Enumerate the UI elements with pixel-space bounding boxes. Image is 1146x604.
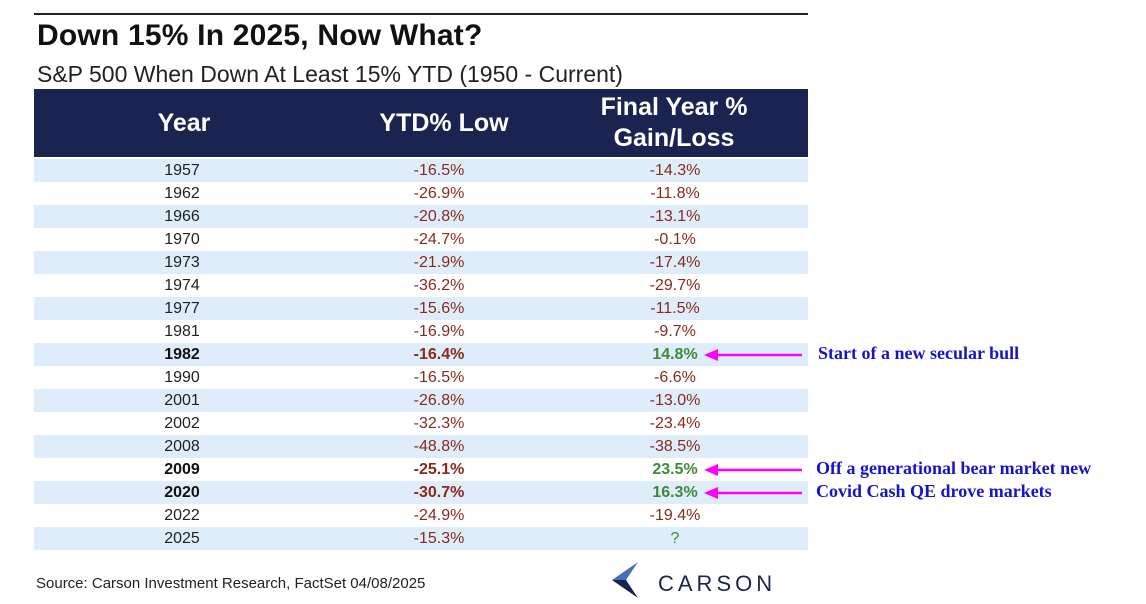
cell-year: 1990 xyxy=(164,369,200,386)
source-note: Source: Carson Investment Research, Fact… xyxy=(36,575,426,592)
cell-year: 2020 xyxy=(164,484,200,501)
table-header: Year YTD% Low Final Year % Gain/Loss xyxy=(34,89,808,157)
header-final-line-1: Final Year % xyxy=(600,93,748,121)
table-row: 1966 -20.8% -13.1% xyxy=(34,205,808,228)
cell-ytd-low: -16.5% xyxy=(413,369,465,386)
header-final-year: Final Year % Gain/Loss xyxy=(524,89,824,157)
cell-ytd-low: -16.9% xyxy=(413,323,465,340)
cell-final-year: 16.3% xyxy=(652,484,698,501)
cell-year: 1966 xyxy=(164,208,200,225)
cell-final-year: -17.4% xyxy=(649,254,701,271)
table-row: 1977 -15.6% -11.5% xyxy=(34,297,808,320)
header-ytd-low: YTD% Low xyxy=(379,108,509,137)
annotation-arrow-icon xyxy=(704,486,802,499)
cell-final-year: -38.5% xyxy=(649,438,701,455)
cell-ytd-low: -26.9% xyxy=(413,185,465,202)
carson-logo-icon xyxy=(612,562,638,598)
annotation-text: Start of a new secular bull xyxy=(818,342,1020,363)
cell-ytd-low: -24.7% xyxy=(413,231,465,248)
cell-final-year: -9.7% xyxy=(654,323,696,340)
cell-final-year: -23.4% xyxy=(649,415,701,432)
table-row: 1981 -16.9% -9.7% xyxy=(34,320,808,343)
table-row: 1982 -16.4% 14.8% xyxy=(34,343,808,366)
cell-year: 1973 xyxy=(164,254,200,271)
cell-year: 1981 xyxy=(164,323,200,340)
table-row: 2022 -24.9% -19.4% xyxy=(34,504,808,527)
table-body: 1957 -16.5% -14.3% 1962 -26.9% -11.8% 1966 -20.… xyxy=(34,159,808,550)
cell-year: 1982 xyxy=(164,346,200,363)
chart-card: Down 15% In 2025, Now What? S&P 500 When… xyxy=(34,13,808,599)
cell-final-year: -11.5% xyxy=(650,300,700,317)
table-row: 2009 -25.1% 23.5% xyxy=(34,458,808,481)
annotation-arrow-icon xyxy=(704,463,802,476)
cell-final-year: -14.3% xyxy=(649,162,701,179)
table-row: 2020 -30.7% 16.3% xyxy=(34,481,808,504)
cell-ytd-low: -36.2% xyxy=(413,277,465,294)
table-row: 2001 -26.8% -13.0% xyxy=(34,389,808,412)
cell-ytd-low: -15.3% xyxy=(413,530,465,547)
cell-final-year: -19.4% xyxy=(649,507,701,524)
chart-subtitle: S&P 500 When Down At Least 15% YTD (1950… xyxy=(37,61,623,87)
cell-year: 2025 xyxy=(164,530,200,547)
cell-ytd-low: -15.6% xyxy=(413,300,465,317)
cell-final-year: -13.0% xyxy=(649,392,701,409)
cell-year: 2002 xyxy=(164,415,200,432)
header-year: Year xyxy=(157,108,211,137)
cell-ytd-low: -30.7% xyxy=(413,484,465,501)
header-final-line-2: Gain/Loss xyxy=(613,124,735,152)
table-row: 2002 -32.3% -23.4% xyxy=(34,412,808,435)
cell-ytd-low: -32.3% xyxy=(413,415,465,432)
annotation-text: Covid Cash QE drove markets xyxy=(816,480,1052,501)
cell-ytd-low: -16.4% xyxy=(413,346,465,363)
cell-final-year: 14.8% xyxy=(652,346,698,363)
top-rule xyxy=(34,13,808,15)
cell-final-year: -29.7% xyxy=(649,277,701,294)
table-row: 2008 -48.8% -38.5% xyxy=(34,435,808,458)
cell-final-year: -11.8% xyxy=(650,185,700,202)
cell-ytd-low: -25.1% xyxy=(413,461,465,478)
cell-year: 1977 xyxy=(164,300,200,317)
table-row: 2025 -15.3%? xyxy=(34,527,808,550)
table-row: 1974 -36.2% -29.7% xyxy=(34,274,808,297)
cell-ytd-low: -21.9% xyxy=(413,254,465,271)
cell-year: 1970 xyxy=(164,231,200,248)
cell-ytd-low: -16.5% xyxy=(413,162,465,179)
cell-final-year: -0.1% xyxy=(654,231,696,248)
cell-year: 2022 xyxy=(164,507,200,524)
table-row: 1962 -26.9% -11.8% xyxy=(34,182,808,205)
cell-ytd-low: -48.8% xyxy=(413,438,465,455)
cell-year: 2009 xyxy=(164,461,200,478)
table-row: 1973 -21.9% -17.4% xyxy=(34,251,808,274)
table-row: 1990 -16.5% -6.6% xyxy=(34,366,808,389)
cell-year: 1957 xyxy=(164,162,200,179)
annotation-text: Off a generational bear market new xyxy=(816,457,1092,478)
cell-ytd-low: -24.9% xyxy=(413,507,465,524)
cell-year: 2001 xyxy=(164,392,200,409)
cell-year: 1974 xyxy=(164,277,200,294)
cell-year: 1962 xyxy=(164,185,200,202)
table-row: 1970 -24.7% -0.1% xyxy=(34,228,808,251)
cell-final-year: ? xyxy=(670,530,680,547)
cell-final-year: -13.1% xyxy=(649,208,701,225)
chart-title: Down 15% In 2025, Now What? xyxy=(37,19,483,52)
cell-year: 2008 xyxy=(164,438,200,455)
cell-ytd-low: -20.8% xyxy=(413,208,465,225)
cell-ytd-low: -26.8% xyxy=(413,392,465,409)
cell-final-year: -6.6% xyxy=(654,369,696,386)
table-row: 1957 -16.5% -14.3% xyxy=(34,159,808,182)
cell-final-year: 23.5% xyxy=(652,461,698,478)
carson-logo-text: CARSON xyxy=(658,571,777,596)
annotation-arrow-icon xyxy=(704,348,802,361)
